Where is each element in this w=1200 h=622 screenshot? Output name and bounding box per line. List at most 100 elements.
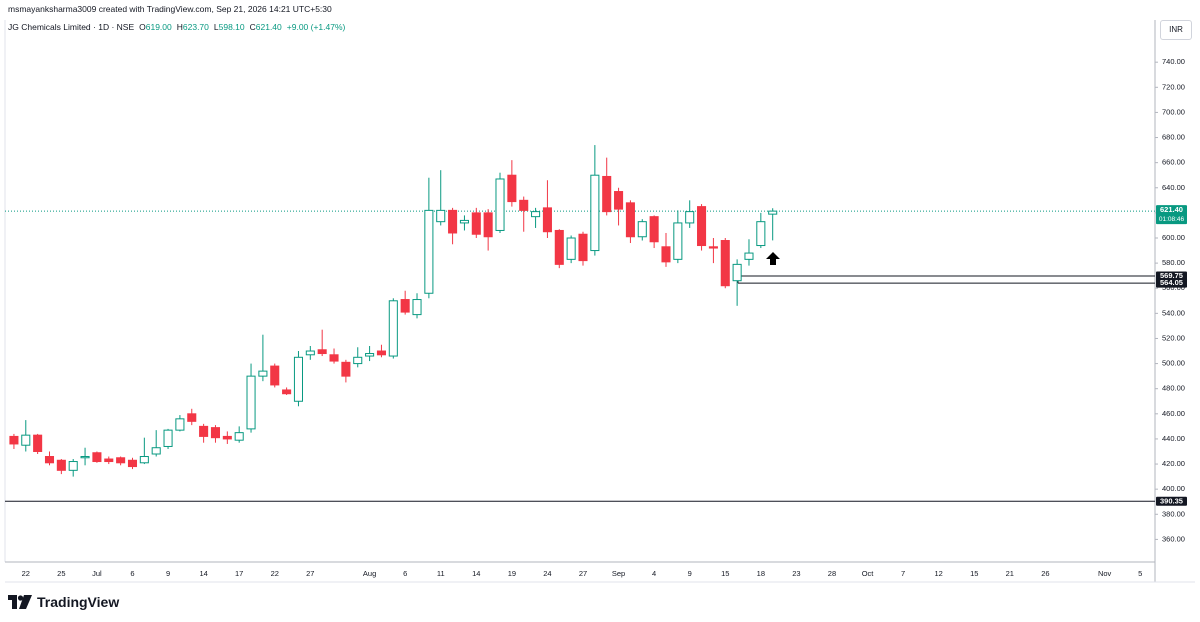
candle-body (80, 456, 90, 459)
candle-body (282, 389, 292, 395)
candle-body (305, 350, 315, 356)
y-tick-label: 500.00 (1162, 359, 1185, 368)
candle-body (210, 427, 221, 439)
candle-body (756, 221, 766, 247)
candle-body (531, 211, 541, 218)
brand-name: TradingView (37, 594, 120, 610)
ohlc-key: H (176, 22, 183, 32)
y-tick-label: 400.00 (1162, 484, 1185, 493)
ohlc-key: L (213, 22, 219, 32)
x-tick-label: 15 (970, 569, 978, 578)
candle-body (175, 418, 185, 431)
x-tick-label: 22 (22, 569, 30, 578)
y-tick-label: 600.00 (1162, 233, 1185, 242)
y-tick-label: 440.00 (1162, 434, 1185, 443)
x-tick-label: 19 (508, 569, 516, 578)
y-tick-label: 460.00 (1162, 409, 1185, 418)
y-tick-label: 540.00 (1162, 308, 1185, 317)
candle-body (246, 375, 256, 430)
ohlc-value: 598.10 (218, 22, 245, 32)
x-tick-label: 28 (828, 569, 836, 578)
y-tick-label: 480.00 (1162, 384, 1185, 393)
candle-body (222, 435, 232, 440)
legend-header: JG Chemicals Limited · 1D · NSE O619.00 H6… (8, 22, 345, 32)
x-tick-label: 9 (688, 569, 692, 578)
ohlc-value: 619.00 (145, 22, 172, 32)
candle-body (341, 361, 351, 377)
candle-body (685, 211, 695, 224)
y-tick-label: 360.00 (1162, 534, 1185, 543)
candle-body (400, 299, 410, 313)
candle-body (436, 209, 446, 223)
x-tick-label: 6 (403, 569, 407, 578)
level-label-box (1156, 278, 1187, 288)
ohlc-value: 623.70 (182, 22, 209, 32)
x-tick-label: 23 (792, 569, 800, 578)
y-tick-label: 640.00 (1162, 183, 1185, 192)
candle-body (127, 459, 138, 468)
candle-body (673, 222, 683, 260)
candle-body (388, 300, 398, 357)
y-tick-label: 700.00 (1162, 107, 1185, 116)
y-tick-label: 660.00 (1162, 158, 1185, 167)
currency-button[interactable]: INR (1160, 20, 1192, 40)
brand[interactable]: TradingView (8, 594, 119, 610)
candle-body (187, 413, 197, 422)
symbol-title: JG Chemicals Limited · 1D · NSE (8, 22, 135, 32)
candle-body (317, 349, 327, 355)
candle-body (649, 216, 659, 243)
x-tick-label: 18 (757, 569, 765, 578)
y-tick-label: 740.00 (1162, 57, 1185, 66)
candle-body (625, 202, 635, 238)
level-label-box (1156, 271, 1187, 281)
x-tick-label: Oct (862, 569, 875, 578)
candle-body (329, 354, 339, 362)
x-tick-label: 5 (1138, 569, 1142, 578)
level-label: 390.35 (1160, 496, 1183, 505)
x-tick-label: 22 (271, 569, 279, 578)
brand-logo (8, 595, 32, 609)
candle-body (365, 353, 375, 357)
candle-body (459, 219, 469, 224)
candle-body (293, 356, 303, 402)
attribution: msmayanksharma3009 created with TradingV… (8, 4, 332, 14)
candle-body (720, 240, 730, 287)
candle-body (602, 175, 612, 213)
x-tick-label: 14 (199, 569, 207, 578)
x-tick-label: 15 (721, 569, 729, 578)
candle-body (353, 356, 363, 365)
candle-body (163, 429, 173, 447)
x-tick-label: Sep (612, 569, 625, 578)
x-tick-label: 21 (1006, 569, 1014, 578)
x-tick-label: 26 (1041, 569, 1049, 578)
y-tick-label: 680.00 (1162, 133, 1185, 142)
candle-body (412, 299, 422, 316)
candle-body (56, 459, 66, 471)
candle-body (542, 207, 552, 233)
ohlc-key: C (249, 22, 256, 32)
candle-body (554, 229, 564, 265)
candle-body (258, 370, 268, 377)
x-tick-label: 7 (901, 569, 905, 578)
y-tick-label: 380.00 (1162, 509, 1185, 518)
candle-body (732, 263, 742, 282)
candle-body (566, 237, 576, 260)
candle-body (68, 461, 78, 471)
countdown: 01:08:46 (1159, 216, 1185, 223)
candle-body (21, 434, 31, 446)
level-label: 564.05 (1160, 278, 1183, 287)
x-tick-label: 9 (166, 569, 170, 578)
candle-body (92, 452, 102, 463)
candle-body (234, 432, 244, 441)
candle-body (744, 252, 754, 260)
arrow-annotation (766, 252, 780, 265)
candle-body (614, 191, 624, 210)
y-tick-label: 420.00 (1162, 459, 1185, 468)
candle-body (590, 174, 600, 252)
candle-body (471, 212, 481, 235)
x-tick-label: 27 (579, 569, 587, 578)
x-tick-label: Nov (1098, 569, 1112, 578)
candle-body (483, 212, 493, 238)
candle-body (376, 350, 386, 356)
